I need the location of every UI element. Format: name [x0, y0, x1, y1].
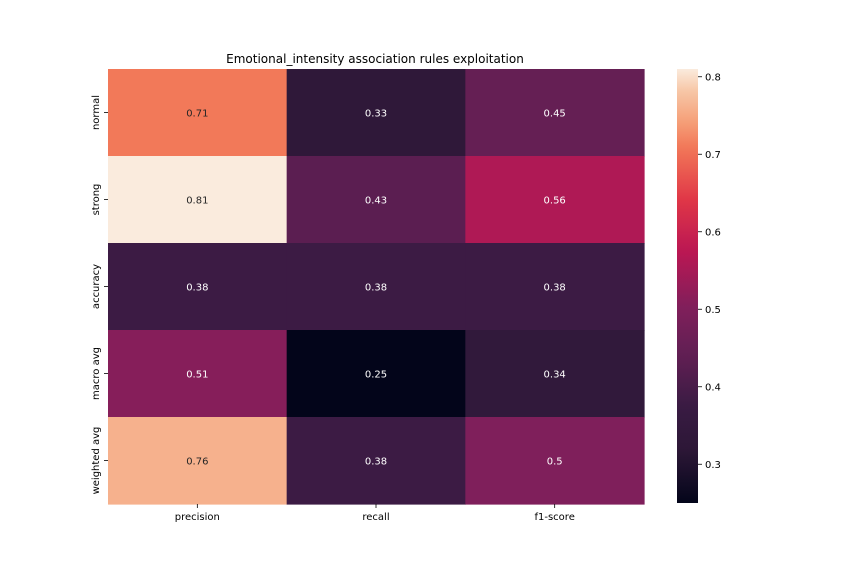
colorbar-tick-label: 0.7 — [705, 150, 721, 161]
cell-value-label: 0.38 — [365, 283, 387, 294]
heatmap-cell — [108, 417, 288, 505]
y-tick-label: normal — [91, 95, 102, 130]
cell-value-label: 0.25 — [365, 370, 387, 381]
colorbar: 0.3 0.4 0.5 0.6 0.7 0.8 — [677, 69, 721, 503]
cell-value-label: 0.76 — [186, 457, 208, 468]
heatmap-cell — [465, 330, 645, 418]
colorbar-tick-label: 0.4 — [705, 382, 721, 393]
heatmap-cell-labels: 0.71 0.33 0.45 0.81 0.43 0.56 0.38 0.38 0.38 0.51… — [186, 109, 566, 468]
heatmap-cell — [286, 69, 466, 157]
cell-value-label: 0.5 — [547, 457, 563, 468]
colorbar-tick-label: 0.6 — [705, 227, 721, 238]
heatmap-cell — [108, 330, 288, 418]
y-tick-label: macro avg — [91, 347, 102, 400]
cell-value-label: 0.81 — [186, 196, 208, 207]
heatmap-cell — [465, 156, 645, 244]
colorbar-tick-label: 0.8 — [705, 72, 721, 83]
heatmap-cell — [286, 417, 466, 505]
y-tick-label: weighted avg — [91, 427, 102, 495]
heatmap-cell — [108, 156, 288, 244]
y-axis: normal strong accuracy macro avg weighted av… — [91, 95, 108, 494]
cell-value-label: 0.71 — [186, 109, 208, 120]
cell-value-label: 0.34 — [544, 370, 566, 381]
heatmap-cell — [286, 243, 466, 331]
heatmap-cell — [465, 417, 645, 505]
x-tick-label: f1-score — [534, 512, 574, 523]
heatmap-cell — [286, 156, 466, 244]
heatmap-cell — [108, 69, 288, 157]
cell-value-label: 0.38 — [365, 457, 387, 468]
cell-value-label: 0.51 — [186, 370, 208, 381]
cell-value-label: 0.45 — [544, 109, 566, 120]
colorbar-gradient — [677, 69, 698, 503]
cell-value-label: 0.38 — [544, 283, 566, 294]
x-axis: precision recall f1-score — [175, 504, 575, 523]
y-tick-label: strong — [91, 184, 102, 216]
x-tick-label: precision — [175, 512, 220, 523]
chart-title: Emotional_intensity association rules ex… — [226, 52, 524, 66]
heatmap-cell — [465, 69, 645, 157]
cell-value-label: 0.38 — [186, 283, 208, 294]
y-tick-label: accuracy — [91, 264, 102, 309]
heatmap-cell — [108, 243, 288, 331]
cell-value-label: 0.56 — [544, 196, 566, 207]
heatmap-cells — [108, 69, 645, 505]
x-tick-label: recall — [362, 512, 389, 523]
cell-value-label: 0.33 — [365, 109, 387, 120]
colorbar-tick-label: 0.3 — [705, 460, 721, 471]
heatmap-cell — [286, 330, 466, 418]
heatmap-cell — [465, 243, 645, 331]
colorbar-tick-label: 0.5 — [705, 305, 721, 316]
cell-value-label: 0.43 — [365, 196, 387, 207]
